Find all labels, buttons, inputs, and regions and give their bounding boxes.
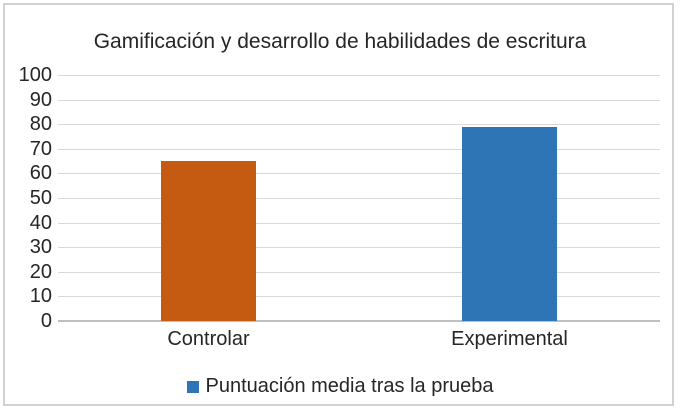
- chart-title: Gamificación y desarrollo de habilidades…: [93, 30, 587, 53]
- gridline: [58, 75, 660, 76]
- legend-marker-icon: [186, 380, 199, 393]
- y-tick-label: 70: [29, 137, 52, 160]
- gridline: [58, 99, 660, 101]
- gridline: [58, 124, 660, 126]
- y-tick-label: 40: [29, 211, 52, 234]
- gridline: [58, 296, 660, 298]
- y-tick-label: 100: [18, 64, 52, 86]
- x-axis-line: [58, 320, 660, 322]
- gridline: [58, 271, 660, 273]
- y-tick-label: 10: [29, 285, 52, 308]
- y-tick-label: 0: [40, 310, 52, 332]
- plot-area: [58, 75, 660, 322]
- y-tick-label: 80: [29, 113, 52, 136]
- legend-label: Puntuación media tras la prueba: [205, 375, 494, 397]
- chart-border: [3, 3, 674, 406]
- legend: Puntuación media tras la prueba: [0, 375, 680, 398]
- y-axis-labels: 0 10 20 30 40 50 60 70 80 90 100: [0, 65, 52, 331]
- bar-controlar: [161, 161, 256, 321]
- y-tick-label: 60: [29, 162, 52, 185]
- x-category-label: Experimental: [451, 328, 568, 350]
- y-tick-label: 90: [29, 88, 52, 111]
- y-tick-label: 30: [29, 236, 52, 259]
- x-axis-labels: Controlar Experimental: [58, 328, 660, 354]
- gridline: [58, 247, 660, 249]
- gridline: [58, 173, 660, 175]
- y-tick-label: 20: [29, 260, 52, 283]
- gridline: [58, 148, 660, 150]
- y-tick-label: 50: [29, 187, 52, 209]
- gridline: [58, 198, 660, 199]
- bar-experimental: [462, 126, 557, 321]
- x-category-label: Controlar: [167, 328, 250, 350]
- gridline: [58, 222, 660, 224]
